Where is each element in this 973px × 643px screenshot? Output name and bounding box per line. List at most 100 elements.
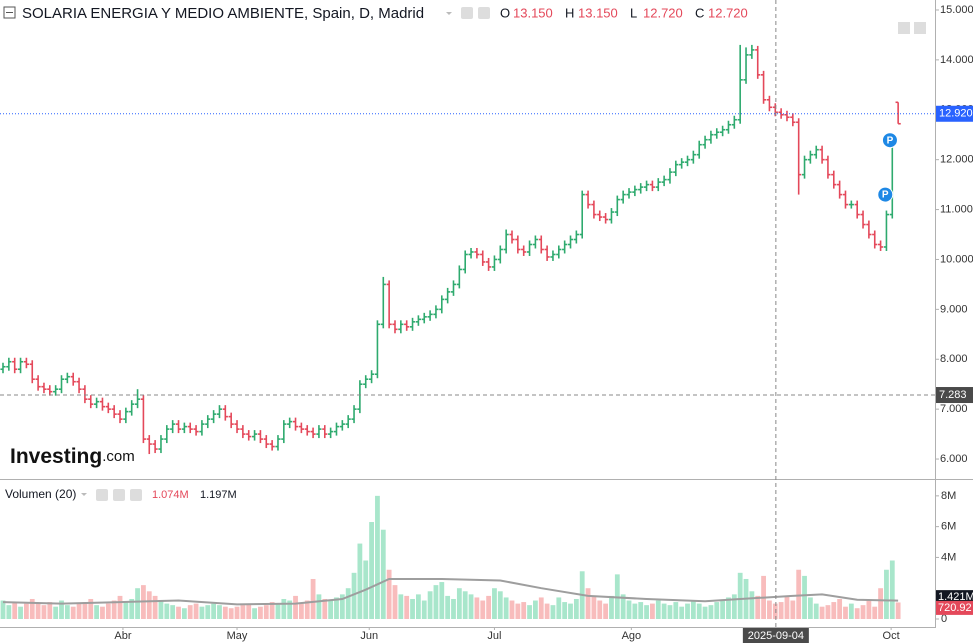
volume-bar — [585, 588, 591, 619]
close-icon[interactable] — [130, 489, 142, 501]
volume-bar — [515, 603, 521, 619]
event-marker[interactable] — [877, 186, 894, 203]
volume-bar — [64, 605, 70, 619]
volume-bar — [568, 603, 573, 619]
volume-bar — [59, 600, 64, 619]
volume-bar — [170, 605, 176, 619]
volume-bar — [685, 603, 690, 619]
volume-bar — [152, 595, 158, 619]
volume-bar — [287, 600, 293, 619]
volume-bar — [199, 606, 205, 619]
y-tick-label: 10.000 — [940, 253, 973, 265]
watermark: Investing.com — [10, 445, 135, 468]
volume-bar — [468, 594, 474, 619]
volume-bar — [392, 585, 398, 619]
event-marker[interactable] — [881, 132, 898, 149]
volume-bar — [573, 598, 579, 619]
volume-bar — [726, 597, 731, 619]
volume-bar — [234, 606, 240, 619]
volume-bar — [427, 591, 433, 619]
volume-bar — [29, 598, 35, 619]
volume-bar — [105, 603, 111, 619]
volume-bar — [410, 598, 415, 619]
volume-bar — [193, 603, 199, 619]
volume-bar — [796, 569, 802, 619]
volume-bar — [497, 591, 503, 619]
volume-bar — [895, 602, 901, 619]
volume-badge — [936, 600, 973, 615]
volume-bar — [843, 606, 848, 619]
volume-bar — [731, 594, 737, 619]
volume-bar — [258, 606, 263, 619]
volume-bar — [328, 600, 334, 619]
volume-bar — [41, 605, 47, 619]
volume-bar — [228, 608, 234, 619]
volume-bar — [556, 597, 562, 619]
legend-key: O — [500, 5, 510, 20]
dropdown-icon[interactable] — [81, 493, 87, 496]
volume-bar — [246, 603, 252, 619]
volume-bar — [211, 603, 217, 619]
volume-bar — [538, 597, 544, 619]
volume-bar — [76, 603, 82, 619]
scale-icon[interactable] — [898, 22, 910, 34]
collapse-icon[interactable] — [3, 6, 16, 19]
y-tick-label: 15.000 — [940, 4, 973, 16]
volume-bar — [47, 602, 53, 619]
volume-bar — [164, 603, 170, 619]
dropdown-icon[interactable] — [446, 12, 452, 15]
event-marker-label: P — [882, 190, 889, 201]
volume-bar — [217, 605, 222, 619]
volume-bar — [421, 600, 427, 619]
volume-bar — [673, 602, 679, 619]
event-marker-label: P — [887, 135, 894, 146]
volume-bar — [544, 603, 550, 619]
legend-value: 12.720 — [643, 5, 683, 20]
volume-bar — [304, 600, 310, 619]
volume-bar — [375, 495, 380, 619]
settings-icon[interactable] — [461, 7, 473, 19]
volume-bar — [357, 543, 363, 619]
volume-bar — [82, 602, 88, 619]
volume-bar — [644, 605, 649, 619]
volume-bar — [790, 600, 796, 619]
volume-bar — [784, 595, 790, 619]
crosshair-y-label: 7.283 — [939, 389, 967, 401]
volume-bar — [650, 603, 655, 619]
volume-bar — [275, 603, 281, 619]
volume-bar — [720, 600, 726, 619]
hide-icon[interactable] — [478, 7, 490, 19]
volume-bar — [404, 595, 410, 619]
volume-bar — [456, 588, 462, 619]
volume-bar — [597, 600, 603, 619]
volume-bar — [70, 606, 76, 619]
volume-bar — [433, 585, 439, 619]
volume-bar — [533, 600, 538, 619]
volume-bar — [714, 602, 720, 619]
volume-bar — [655, 600, 661, 619]
volume-bar — [0, 600, 6, 619]
volume-bar — [708, 605, 714, 619]
expand-icon[interactable] — [914, 22, 926, 34]
crosshair-y-badge — [936, 387, 973, 404]
volume-bar — [53, 606, 59, 619]
hide-icon[interactable] — [113, 489, 125, 501]
volume-bar — [819, 606, 825, 619]
volume-bar — [860, 605, 866, 619]
volume-bar — [679, 606, 685, 619]
volume-badge-label: 1.421M — [938, 591, 973, 603]
volume-bar — [158, 600, 164, 619]
volume-bar — [263, 605, 269, 619]
volume-bar — [24, 603, 29, 619]
volume-bar — [878, 588, 883, 619]
volume-bar — [298, 603, 304, 619]
volume-bar — [187, 605, 193, 619]
y2-tick-label: 0 — [941, 613, 947, 625]
y-tick-label: 9.000 — [940, 303, 968, 315]
legend-key: L — [630, 5, 637, 20]
settings-icon[interactable] — [96, 489, 108, 501]
watermark-brand: Investing — [10, 445, 102, 468]
volume-bar — [737, 572, 743, 619]
volume-bar — [129, 598, 135, 619]
